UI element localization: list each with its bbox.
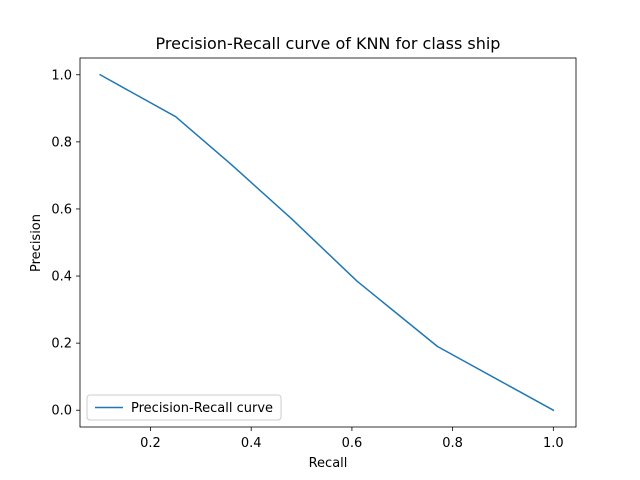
x-axis-label: Recall	[309, 456, 348, 471]
y-tick-label: 0.4	[51, 270, 72, 285]
plot-area	[79, 57, 577, 428]
legend-label: Precision-Recall curve	[131, 401, 273, 416]
y-axis-label: Precision	[29, 214, 44, 272]
series-line	[99, 73, 555, 412]
y-tick-label: 0.6	[51, 202, 72, 217]
legend: Precision-Recall curve	[86, 394, 282, 421]
y-tick-label: 1.0	[51, 68, 72, 83]
y-tick-label: 0.2	[51, 337, 72, 352]
x-tick-label: 0.6	[342, 436, 363, 451]
y-axis-ticks: 0.0 0.2 0.4 0.6 0.8 1.0	[51, 68, 80, 419]
y-tick-label: 0.0	[51, 404, 72, 419]
x-tick-label: 0.4	[241, 436, 262, 451]
x-axis-ticks: 0.2 0.4 0.6 0.8 1.0	[140, 427, 564, 451]
chart-title: Precision-Recall curve of KNN for class …	[156, 34, 501, 53]
y-tick-label: 0.8	[51, 135, 72, 150]
x-tick-label: 0.8	[442, 436, 463, 451]
x-tick-label: 1.0	[543, 436, 564, 451]
legend-box	[86, 394, 282, 421]
plot-frame	[79, 57, 577, 428]
x-tick-label: 0.2	[140, 436, 161, 451]
series-layer	[99, 73, 555, 412]
